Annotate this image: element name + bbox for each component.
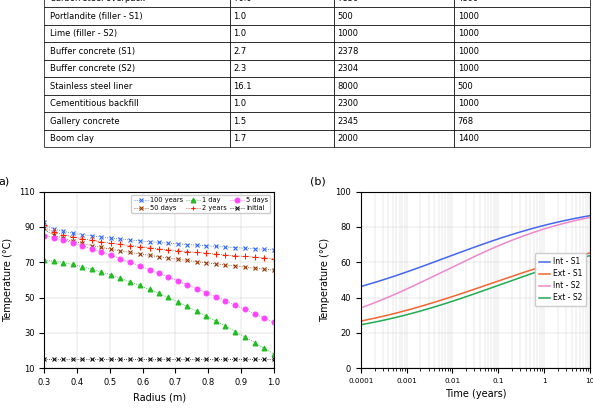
5 days — [41, 233, 48, 238]
Line: Initial: Initial — [42, 357, 276, 362]
Int - S1 — [515, 230, 522, 235]
1 day — [248, 339, 256, 344]
Ext - S2 — [458, 296, 466, 301]
5 days — [270, 320, 278, 325]
Ext - S1 — [381, 314, 388, 319]
Y-axis label: Temperature (°C): Temperature (°C) — [320, 238, 330, 322]
Int - S2 — [540, 227, 547, 232]
50 days — [270, 267, 278, 272]
Int - S1 — [450, 253, 457, 258]
Ext - S1 — [586, 250, 593, 255]
1 day — [177, 300, 184, 305]
Int - S1 — [381, 277, 388, 282]
100 years — [270, 248, 278, 253]
Int - S2 — [357, 305, 364, 310]
Int - S1 — [540, 223, 547, 228]
1 day — [181, 303, 189, 308]
2 years — [177, 248, 184, 253]
Line: Ext - S1: Ext - S1 — [361, 253, 590, 321]
2 years — [270, 256, 278, 261]
Initial — [42, 357, 49, 362]
100 years — [248, 246, 256, 251]
Line: 1 day: 1 day — [42, 258, 276, 357]
Int - S2 — [586, 215, 593, 220]
Line: 100 years: 100 years — [42, 220, 276, 252]
100 years — [41, 220, 48, 225]
Ext - S1 — [515, 272, 522, 277]
1 day — [234, 330, 241, 335]
Int - S1 — [357, 284, 364, 289]
Initial — [177, 357, 184, 362]
Line: Int - S2: Int - S2 — [361, 218, 590, 308]
Initial — [248, 357, 256, 362]
Ext - S2 — [540, 267, 547, 272]
Int - S2 — [536, 228, 543, 233]
100 years — [181, 242, 189, 247]
Y-axis label: Temperature (°C): Temperature (°C) — [4, 238, 14, 322]
Legend: Int - S1, Ext - S1, Int - S2, Ext - S2: Int - S1, Ext - S1, Int - S2, Ext - S2 — [535, 253, 586, 306]
2 years — [248, 255, 256, 260]
2 years — [181, 249, 189, 254]
100 years — [177, 242, 184, 247]
Initial — [41, 357, 48, 362]
X-axis label: Time (years): Time (years) — [445, 389, 506, 399]
Int - S1 — [536, 224, 543, 229]
1 day — [41, 258, 48, 263]
Ext - S2 — [450, 298, 457, 303]
2 years — [234, 253, 241, 258]
Ext - S1 — [536, 265, 543, 270]
Ext - S2 — [586, 253, 593, 258]
Int - S2 — [381, 296, 388, 301]
Ext - S2 — [536, 268, 543, 273]
5 days — [181, 281, 189, 286]
Int - S2 — [458, 260, 466, 265]
Int - S2 — [450, 264, 457, 269]
5 days — [42, 233, 49, 238]
Int - S1 — [458, 249, 466, 254]
100 years — [42, 222, 49, 227]
Ext - S2 — [381, 317, 388, 322]
50 days — [42, 227, 49, 232]
Line: 50 days: 50 days — [42, 225, 276, 272]
Ext - S1 — [450, 294, 457, 299]
X-axis label: Radius (m): Radius (m) — [132, 392, 186, 402]
50 days — [177, 257, 184, 262]
2 years — [42, 225, 49, 230]
50 days — [181, 258, 189, 262]
100 years — [234, 245, 241, 250]
Int - S2 — [515, 235, 522, 240]
2 years — [177, 248, 184, 253]
2 years — [41, 223, 48, 228]
Initial — [177, 357, 184, 362]
1 day — [270, 352, 278, 357]
5 days — [177, 279, 184, 284]
5 days — [248, 310, 256, 315]
Line: Int - S1: Int - S1 — [361, 215, 590, 287]
5 days — [177, 280, 184, 285]
Initial — [270, 357, 278, 362]
Line: Ext - S2: Ext - S2 — [361, 255, 590, 325]
50 days — [41, 225, 48, 230]
50 days — [234, 264, 241, 269]
1 day — [177, 301, 184, 306]
50 days — [177, 257, 184, 262]
Line: 2 years: 2 years — [42, 222, 276, 261]
Int - S1 — [586, 213, 593, 218]
Ext - S2 — [515, 276, 522, 281]
Line: 5 days: 5 days — [42, 233, 276, 324]
5 days — [234, 304, 241, 309]
Initial — [181, 357, 189, 362]
1 day — [42, 258, 49, 263]
100 years — [177, 242, 184, 247]
Initial — [234, 357, 241, 362]
Legend: 100 years, 50 days, 1 day, 2 years, 5 days, Initial: 100 years, 50 days, 1 day, 2 years, 5 da… — [132, 195, 270, 213]
Text: a): a) — [0, 176, 10, 186]
Ext - S1 — [357, 319, 364, 324]
Text: (b): (b) — [310, 176, 326, 186]
50 days — [248, 265, 256, 270]
Ext - S2 — [357, 322, 364, 327]
Ext - S1 — [458, 291, 466, 296]
Ext - S1 — [540, 263, 547, 268]
